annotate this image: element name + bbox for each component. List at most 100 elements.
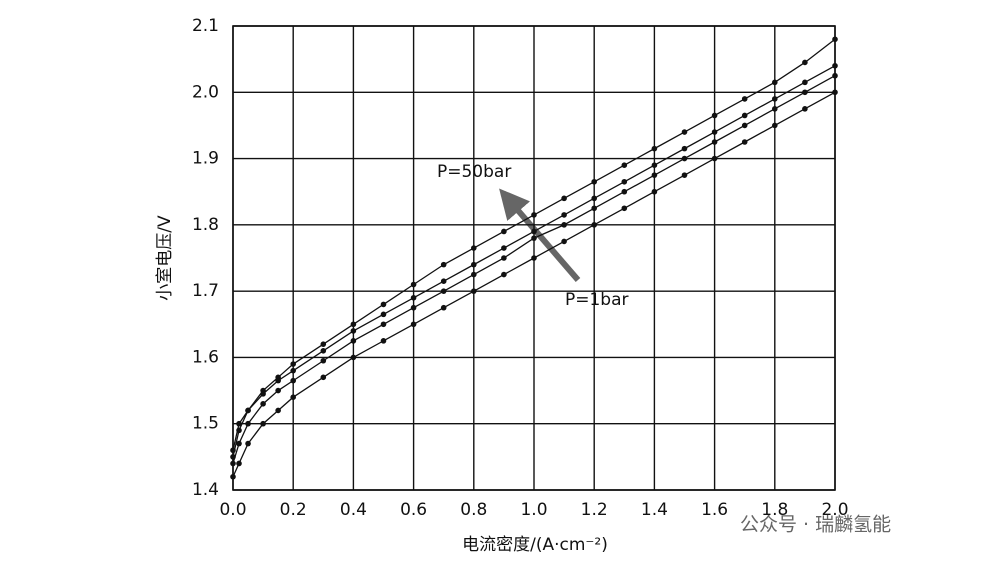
data-point [741,139,748,145]
data-point [320,348,327,354]
x-tick-label: 0.0 [219,500,246,520]
data-point [802,79,808,86]
y-tick-label: 2.1 [192,16,219,36]
data-point [832,62,838,69]
data-point [350,328,357,334]
data-point [832,36,838,43]
data-point [591,178,597,185]
data-point [380,311,387,318]
data-point [741,122,748,129]
data-point [440,278,447,285]
data-point [591,205,597,212]
arrow [499,188,581,282]
y-tick-label: 2.0 [192,82,219,102]
data-point [471,288,477,294]
data-point [440,288,447,294]
x-tick-label: 0.2 [280,500,307,520]
y-tick-label: 1.6 [192,347,219,367]
annotation: P=1bar [565,290,629,310]
data-point [236,460,242,467]
y-tick-label: 1.5 [192,414,219,434]
data-point [681,172,688,178]
data-point [230,460,236,467]
data-point [772,106,778,112]
data-point [236,420,242,427]
data-point [621,205,628,212]
data-point [245,407,251,414]
x-tick-label: 1.8 [761,500,788,520]
data-point [711,112,718,119]
data-point [591,195,597,202]
data-point [275,387,281,394]
data-point [531,228,537,235]
data-point [275,407,281,414]
data-point [471,261,477,268]
data-point [290,367,297,374]
data-point [245,420,251,427]
data-point [772,96,778,102]
y-tick-label: 1.7 [192,281,219,301]
data-point [290,377,297,384]
data-point [561,212,567,218]
data-point [501,245,507,251]
data-point [711,129,718,135]
data-point [380,321,387,328]
data-point [711,139,718,145]
x-tick-label: 2.0 [821,500,848,520]
x-tick-label: 1.2 [581,500,608,520]
data-point [410,321,417,328]
data-point [471,271,477,278]
data-point [561,222,567,228]
data-point [621,162,628,168]
data-point [561,238,567,245]
data-point [410,304,417,311]
data-point [410,294,417,301]
data-point [772,122,778,129]
data-point [802,106,808,112]
data-point [531,255,537,261]
data-point [320,357,327,364]
x-axis-title: 电流密度/(A·cm⁻²) [462,535,608,555]
data-point [350,321,357,328]
data-point [230,473,236,480]
data-point [501,271,507,278]
data-point [802,89,808,96]
data-point [275,377,281,384]
plot-frame [232,25,836,491]
data-point [681,129,688,135]
data-point [832,72,838,79]
data-point [350,338,357,344]
watermark: 公众号 · 瑞麟氢能 [740,514,891,536]
data-point [832,89,838,96]
data-point [681,155,688,162]
data-point [501,255,507,261]
x-tick-label: 1.4 [641,500,668,520]
data-point [501,228,507,235]
data-point [350,354,357,361]
data-point [260,420,266,427]
data-point [591,222,597,228]
data-point [440,261,447,268]
data-point [561,195,567,202]
data-point [290,394,297,401]
series-line [232,65,836,451]
data-point [440,304,447,311]
data-point [230,447,236,454]
x-tick-label: 1.0 [520,500,547,520]
y-tick-label: 1.9 [192,149,219,169]
data-point [621,178,628,185]
y-tick-label: 1.8 [192,215,219,235]
data-point [320,341,327,347]
y-tick-label: 1.4 [192,480,219,500]
x-tick-label: 1.6 [701,500,728,520]
data-point [236,440,242,447]
y-axis-title: 小室电压/V [155,215,175,301]
series-line [232,75,836,464]
data-point [410,281,417,288]
series-line [232,91,836,478]
data-point [380,338,387,344]
data-point [651,172,658,178]
data-point [380,301,387,308]
data-point [772,79,778,86]
x-tick-label: 0.8 [460,500,487,520]
